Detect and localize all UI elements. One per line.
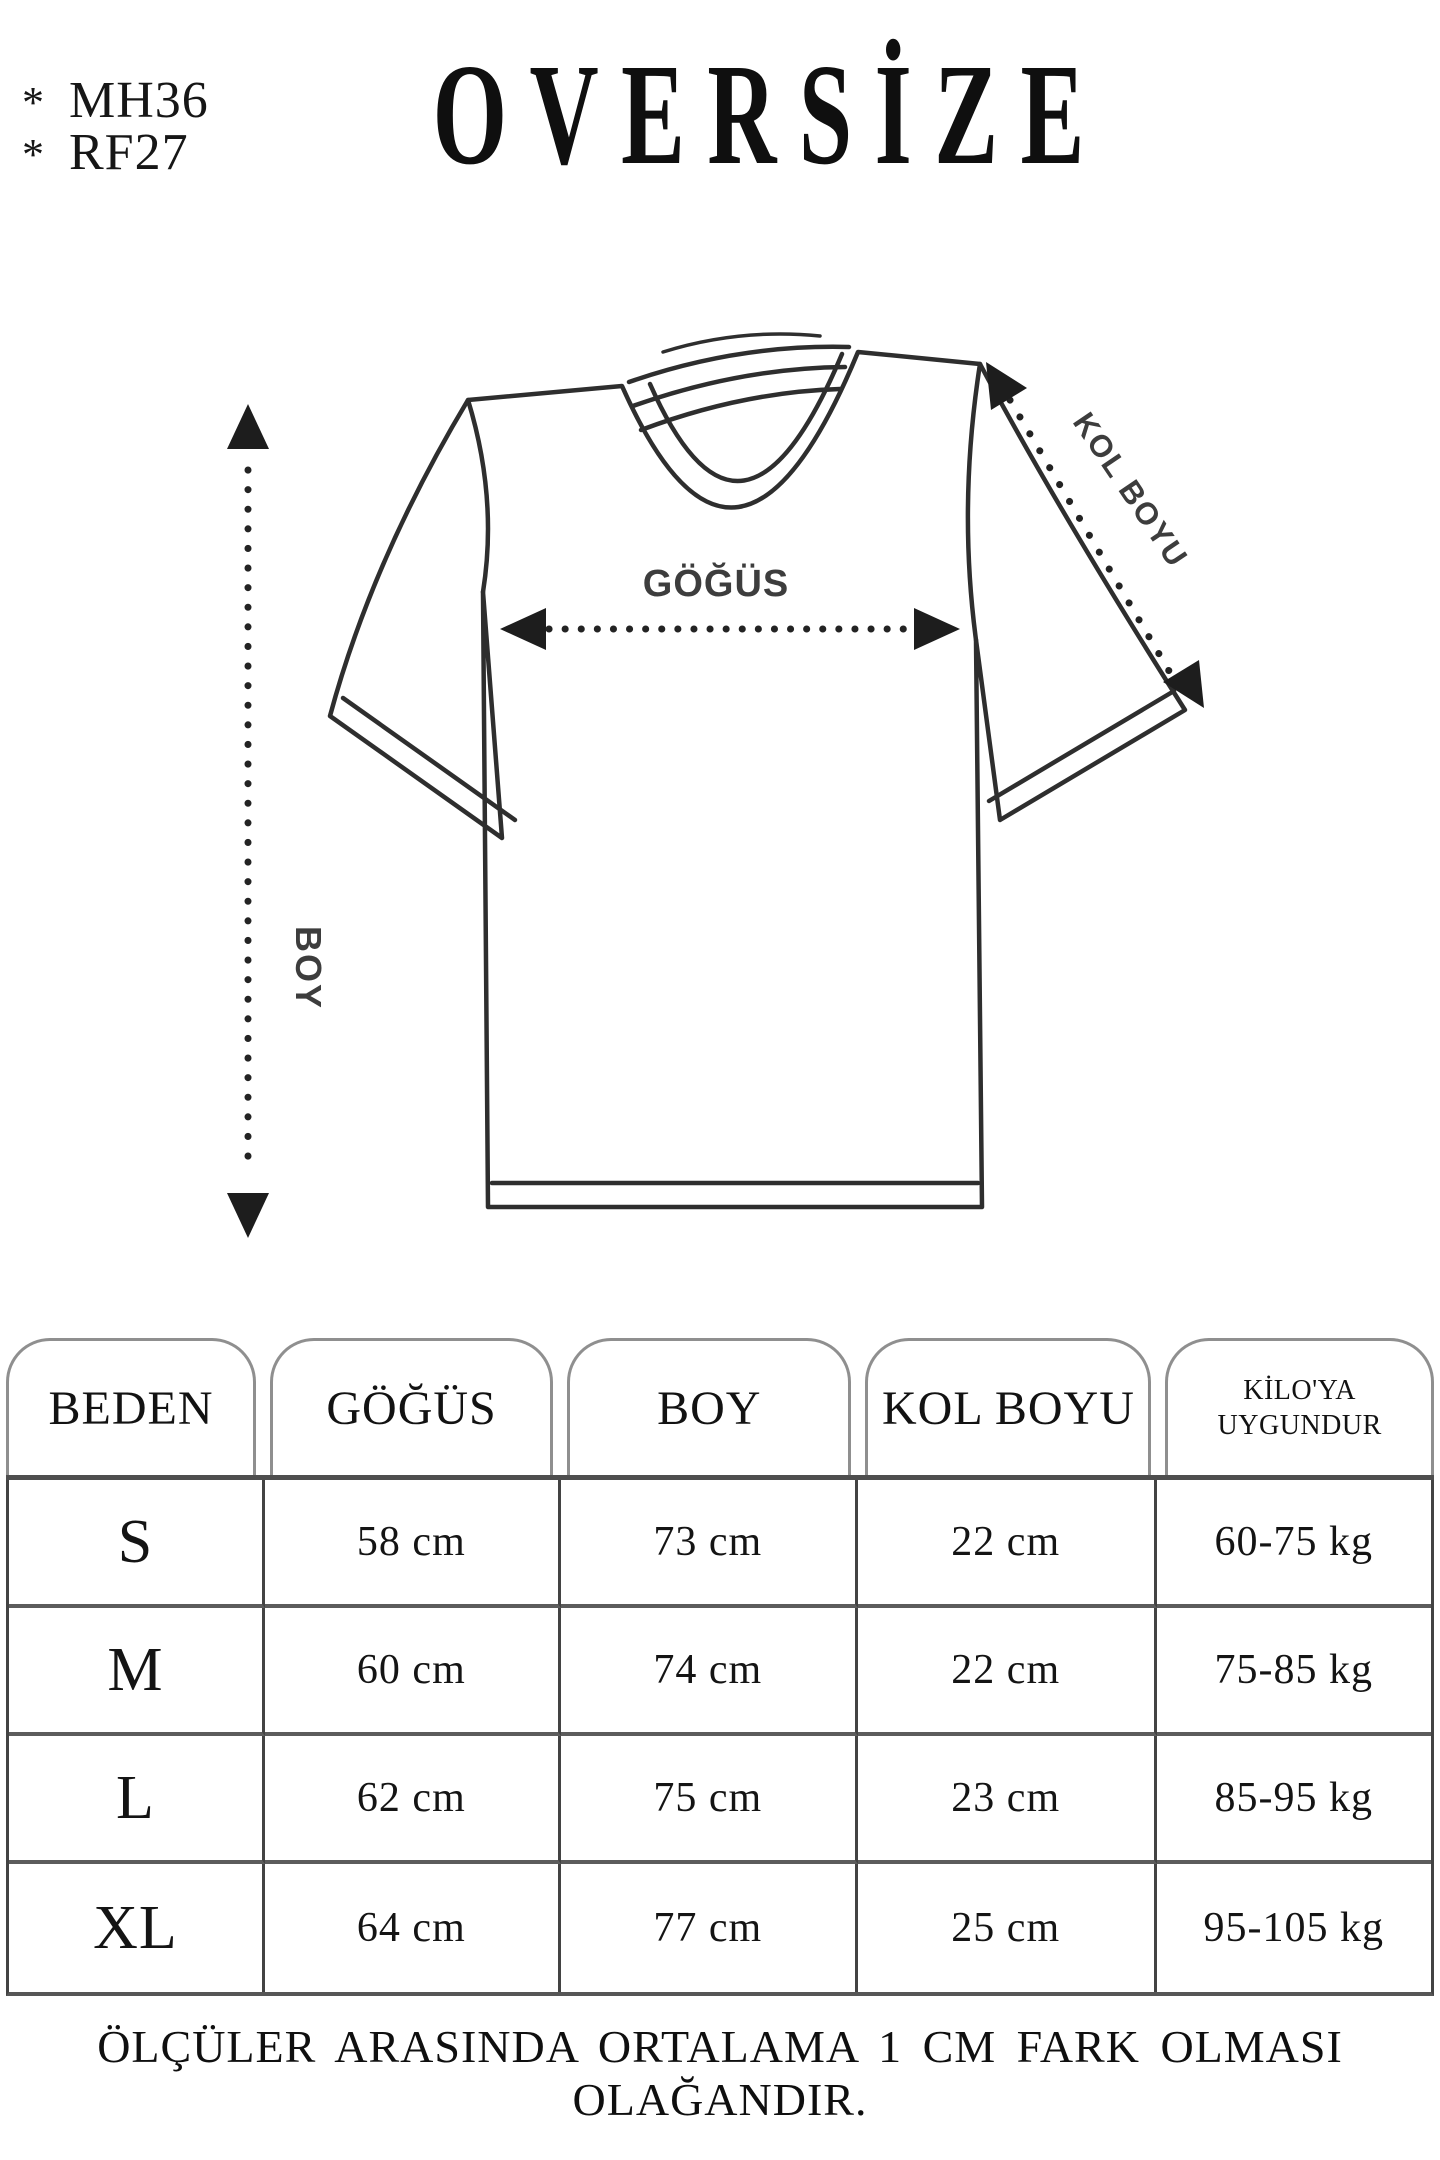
tshirt-measurement-diagram: GÖĞÜS BOY KOL BOYU: [227, 332, 1204, 1238]
header-cell-kol-boyu: KOL BOYU: [865, 1338, 1152, 1475]
header-label: KOL BOYU: [881, 1381, 1135, 1435]
product-code: RF27: [69, 124, 189, 181]
left-armhole-seam: [465, 397, 491, 595]
length-measure-label: BOY: [288, 926, 329, 1010]
sleeve-dotted-line: [1006, 396, 1176, 680]
measure-dotted-lines: [244, 396, 1176, 1176]
collar-back-line-3: [638, 386, 843, 433]
table-cell-size: XL: [9, 1864, 265, 1992]
header-cell-beden: BEDEN: [6, 1338, 257, 1475]
table-cell-weight: 75-85 kg: [1156, 1608, 1431, 1736]
arrowheads: [227, 362, 1204, 1238]
header-label: GÖĞÜS: [326, 1381, 497, 1435]
page-title-wrap: OVERSİZE: [100, 35, 1440, 195]
chest-arrow-left-icon: [500, 608, 546, 650]
page-title: OVERSİZE: [432, 35, 1108, 195]
measurement-tolerance-note: ÖLÇÜLER ARASINDA ORTALAMA 1 CM FARK OLMA…: [97, 2021, 1343, 2125]
header-divider-rule: [6, 1475, 1434, 1480]
table-cell-length: 73 cm: [560, 1480, 858, 1608]
table-cell-chest: 62 cm: [264, 1736, 561, 1864]
size-table-header: BEDEN GÖĞÜS BOY KOL BOYU KİLO'YA UYGUNDU…: [6, 1338, 1434, 1475]
table-cell-weight: 95-105 kg: [1203, 1905, 1384, 1951]
length-arrow-top-icon: [227, 404, 269, 449]
table-cell-sleeve: 25 cm: [858, 1864, 1157, 1992]
table-cell-sleeve: 22 cm: [857, 1608, 1157, 1736]
table-cell-chest: 64 cm: [265, 1864, 561, 1992]
header-label-line2: UYGUNDUR: [1217, 1410, 1382, 1441]
product-code-line: * RF27: [22, 124, 209, 181]
table-cell-sleeve: 22 cm: [857, 1480, 1157, 1608]
chest-arrow-right-icon: [914, 608, 960, 650]
product-code: MH36: [69, 72, 209, 129]
collar-inner-line: [647, 351, 845, 484]
product-codes: * MH36 * RF27: [22, 72, 209, 181]
table-cell-weight: 60-75 kg: [1156, 1480, 1431, 1608]
back-neck-line: [661, 332, 822, 354]
length-arrow-bottom-icon: [227, 1193, 269, 1238]
right-cuff-band: [986, 688, 1177, 804]
table-cell-size: S: [9, 1480, 265, 1608]
sleeve-arrow-bottom-icon: [1163, 660, 1204, 708]
header-cell-boy: BOY: [567, 1338, 852, 1475]
table-cell-length: 75 cm: [560, 1736, 858, 1864]
asterisk-bullet: *: [22, 130, 45, 179]
header-cell-gogus: GÖĞÜS: [270, 1338, 554, 1475]
table-cell-chest: 60 cm: [264, 1608, 561, 1736]
table-cell-length: 77 cm: [561, 1864, 858, 1992]
table-cell-sleeve: 23 cm: [857, 1736, 1157, 1864]
chest-measure-label: GÖĞÜS: [643, 561, 789, 605]
size-table-body: S 58 cm 73 cm 22 cm 60-75 kg M 60 cm 74 …: [6, 1480, 1434, 1996]
header-label-line1: KİLO'YA: [1243, 1375, 1357, 1406]
table-cell-length: 74 cm: [560, 1608, 858, 1736]
size-table: BEDEN GÖĞÜS BOY KOL BOYU KİLO'YA UYGUNDU…: [6, 1338, 1434, 1996]
collar-back-line-1: [626, 344, 852, 385]
header-cell-kiloya-uygundur: KİLO'YA UYGUNDUR: [1165, 1338, 1434, 1475]
table-cell-weight: 85-95 kg: [1156, 1736, 1431, 1864]
header-label: BEDEN: [48, 1381, 214, 1435]
asterisk-bullet: *: [22, 78, 45, 127]
left-cuff-band: [340, 695, 518, 823]
tshirt-drawing: [327, 332, 1188, 1210]
table-cell-chest: 58 cm: [264, 1480, 561, 1608]
product-code-line: * MH36: [22, 72, 209, 129]
sleeve-arrow-top-icon: [986, 362, 1027, 410]
table-cell-size: M: [9, 1608, 265, 1736]
header-label: BOY: [657, 1381, 762, 1435]
table-cell-size: L: [9, 1736, 265, 1864]
right-armhole-seam: [965, 361, 983, 643]
collar-back-line-2: [630, 364, 848, 409]
